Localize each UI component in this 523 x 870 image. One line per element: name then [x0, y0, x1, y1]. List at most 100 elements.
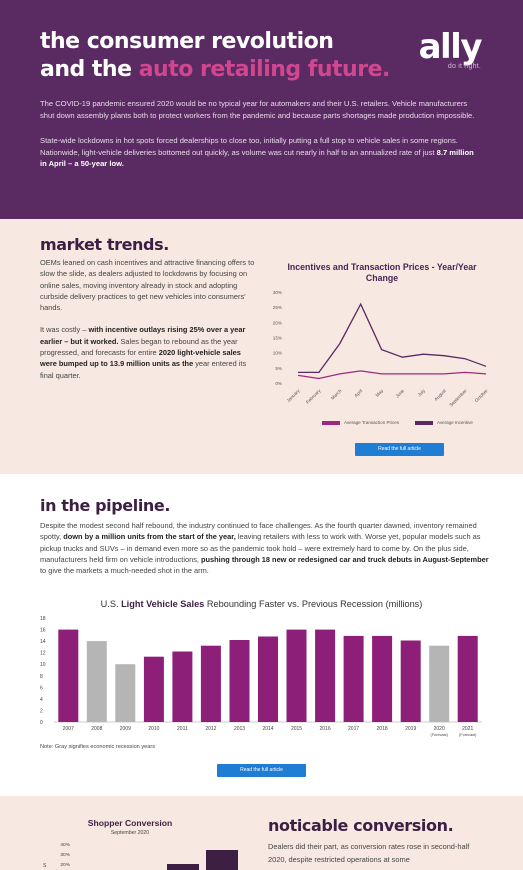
y-tick-label: 2	[40, 708, 43, 714]
conversion-chart-subtitle: September 2020	[110, 830, 150, 836]
bar-2011	[172, 651, 193, 722]
pipe-text-c: leaving retailers with less to work with…	[40, 532, 481, 564]
bar-2014	[258, 636, 278, 722]
incentives-chart-title: Incentives and Transaction Prices - Year…	[287, 262, 477, 283]
pipeline-section: in the pipeline. Despite the modest seco…	[0, 474, 523, 796]
bar-2008	[86, 641, 107, 722]
y-tick-label: 10	[40, 662, 46, 668]
hero-paragraph-2-bold: 8.7 million in April – a 50-year low.	[40, 147, 474, 169]
y-tick-label: 5%	[275, 366, 282, 371]
x-tick-label: 2009	[120, 726, 131, 732]
y-axis-letter: S	[43, 863, 47, 869]
mt-p2-end: year entered its final quarter.	[40, 359, 247, 380]
x-tick-label: 2014	[262, 726, 273, 732]
legend-swatch-incentive	[414, 420, 433, 425]
conversion-chart-title: Shopper Conversion	[87, 818, 173, 828]
x-tick-note: (Forecast)	[431, 733, 449, 737]
y-tick-label: 30%	[60, 852, 70, 858]
y-tick-label: 10%	[273, 351, 282, 356]
x-tick-label: 2012	[205, 726, 216, 732]
x-tick-note: (Forecast)	[459, 733, 477, 737]
x-tick-label: 2015	[291, 726, 302, 732]
y-tick-label: 8	[40, 674, 43, 680]
incentives-line-chart: 30% 25% 20% 15% 10% 5% 0% January February March A…	[273, 290, 489, 408]
conversion-bar	[206, 850, 238, 870]
hero-title-line2: and the	[40, 57, 139, 82]
y-tick-label: 15%	[273, 336, 282, 341]
bar-2015	[286, 629, 307, 722]
x-tick-label: August	[433, 388, 447, 402]
market-trends-section: market trends. OEMs leaned on cash incen…	[0, 219, 523, 474]
bar-2012	[200, 645, 221, 722]
sales-title-bold: Light Vehicle Sales	[121, 599, 205, 609]
bar-2021	[457, 635, 478, 722]
bar-2019	[400, 640, 421, 722]
market-trends-text: OEMs leaned on cash incentives and attra…	[40, 257, 255, 392]
x-tick-label: September	[448, 388, 468, 408]
y-tick-label: 14	[40, 639, 46, 645]
x-tick-label: 2021	[462, 726, 473, 732]
hero-paragraph-2: State-wide lockdowns in hot spots forced…	[40, 135, 480, 170]
logo-wordmark: ally	[418, 27, 483, 67]
legend-label-incentive: Average Incentive	[436, 420, 473, 425]
x-tick-label: 2017	[348, 726, 359, 732]
hero-section: the consumer revolution and the auto ret…	[0, 0, 523, 219]
market-trends-read-button[interactable]: Read the full article	[355, 443, 444, 456]
y-tick-label: 40%	[60, 842, 70, 848]
y-tick-label: 16	[40, 628, 46, 634]
x-tick-label: 2016	[320, 726, 331, 732]
conversion-section: Shopper Conversion September 2020 40% 30%…	[0, 796, 523, 870]
legend-swatch-transaction	[322, 420, 340, 425]
y-tick-label: 4	[40, 697, 43, 703]
mt-p2-bold1: with incentive outlays rising 25% over a…	[40, 325, 246, 346]
conversion-paragraph: Dealers did their part, as conversion ra…	[268, 842, 470, 864]
x-tick-label: February	[305, 388, 322, 405]
x-tick-label: 2020	[434, 726, 445, 732]
hero-paragraph-1: The COVID-19 pandemic ensured 2020 would…	[40, 99, 475, 120]
bar-2013	[229, 640, 250, 722]
y-tick-label: 0%	[275, 381, 282, 386]
x-tick-label: 2011	[177, 726, 188, 732]
pipe-text-b: down by a million units from the start o…	[63, 532, 236, 542]
pipeline-heading: in the pipeline.	[40, 496, 171, 515]
series-line-0	[297, 370, 487, 380]
y-tick-label: 20%	[60, 862, 70, 868]
x-tick-label: June	[395, 388, 406, 399]
x-tick-label: April	[353, 388, 363, 398]
pipe-text-d: pushing through 18 new or redesigned car…	[201, 554, 489, 564]
x-tick-label: 2008	[91, 726, 102, 732]
x-tick-label: January	[286, 388, 302, 404]
y-tick-label: 18	[40, 616, 46, 622]
hero-title-line1: the consumer revolution	[40, 29, 334, 54]
sales-title-pre: U.S.	[100, 599, 122, 609]
market-trends-paragraph-2: It was costly – with incentive outlays r…	[40, 324, 255, 380]
y-tick-label: 20%	[273, 320, 282, 325]
ally-logo: ally do it right.	[418, 27, 483, 70]
logo-tagline: do it right.	[447, 63, 481, 70]
incentives-chart-legend: Average Transaction Prices Average Incen…	[322, 420, 473, 425]
hero-paragraph-2-text: State-wide lockdowns in hot spots forced…	[40, 136, 458, 157]
legend-label-transaction: Average Transaction Prices	[344, 420, 399, 425]
pipeline-read-button[interactable]: Read the full article	[217, 764, 306, 777]
x-tick-label: 2010	[148, 726, 159, 732]
y-tick-label: 30%	[273, 290, 282, 295]
x-tick-label: July	[417, 388, 427, 398]
hero-title-accent: auto retailing future.	[138, 57, 391, 82]
sales-title-post: Rebounding Faster vs. Previous Recession…	[204, 599, 423, 609]
bar-2018	[372, 635, 393, 722]
x-tick-label: May	[375, 388, 385, 398]
conversion-bar-chart: 40% 30% 20% S	[43, 842, 238, 870]
x-tick-label: 2018	[377, 726, 388, 732]
series-line-1	[298, 302, 487, 374]
sales-bar-chart: 18 16 14 12 10 8 6 4 2 0 2007 2008 2009 2010 2011 2012 2…	[40, 616, 482, 737]
y-tick-label: 25%	[273, 305, 282, 310]
bar-2020	[429, 645, 450, 722]
market-trends-heading: market trends.	[40, 235, 169, 254]
x-tick-label: March	[330, 388, 343, 401]
mt-p2-bold2: 2020 light-vehicle sales were bumped up …	[40, 348, 241, 369]
mt-p2-start: It was costly –	[40, 325, 89, 335]
recession-note: Note: Gray signifies economic recession …	[40, 744, 156, 750]
legend-item-incentive: Average Incentive	[414, 420, 473, 425]
sales-chart-title: U.S. Light Vehicle Sales Rebounding Fast…	[0, 599, 523, 609]
bar-2016	[315, 629, 336, 722]
